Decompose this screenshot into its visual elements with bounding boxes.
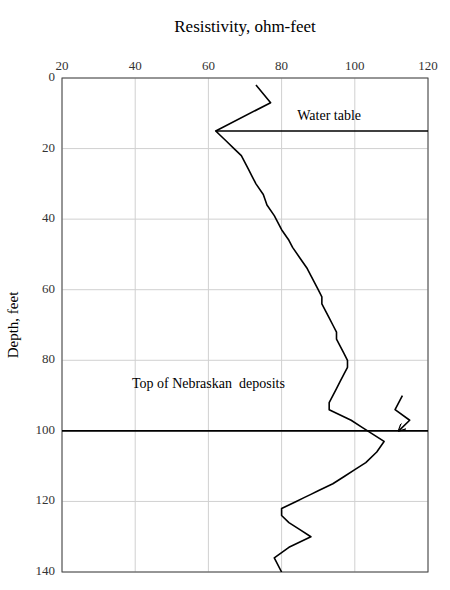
x-tick-label: 100 [345, 58, 365, 73]
grid-line-x [208, 78, 209, 572]
grid-line-y [62, 501, 428, 502]
y-tick-label: 20 [42, 140, 55, 155]
grid-line-y [62, 289, 428, 290]
y-tick-label: 140 [36, 563, 56, 578]
series-group [62, 85, 428, 572]
y-axis-label: Depth, feet [5, 291, 21, 358]
x-tick-label: 60 [202, 58, 215, 73]
y-tick-label: 80 [42, 351, 55, 366]
x-tick-label: 120 [418, 58, 438, 73]
title: Resistivity, ohm-feet [174, 17, 316, 36]
grid-line-y [62, 219, 428, 220]
grid-line-x [281, 78, 282, 572]
series-line [216, 130, 428, 132]
series-line [216, 85, 384, 572]
annotation: Top of Nebraskan deposits [132, 376, 285, 391]
y-tick-label: 60 [42, 281, 55, 296]
x-tick-label: 20 [56, 58, 69, 73]
symbol-line [395, 396, 410, 431]
chart: 20406080100120020406080100120140Water ta… [0, 0, 450, 590]
y-tick-label: 0 [49, 69, 56, 84]
grid-line-x [135, 78, 136, 572]
plot-area [62, 78, 428, 572]
plot-frame [62, 78, 428, 572]
series-line [62, 430, 428, 432]
y-tick-label: 100 [36, 422, 56, 437]
grid-line-y [62, 360, 428, 361]
grid-line-x [354, 78, 355, 572]
y-tick-label: 40 [42, 210, 55, 225]
grid [62, 78, 428, 572]
x-tick-label: 40 [129, 58, 142, 73]
x-tick-label: 80 [275, 58, 288, 73]
grid-line-y [62, 148, 428, 149]
grid-line-y [62, 430, 428, 431]
annotation: Water table [297, 108, 361, 123]
y-tick-label: 120 [36, 492, 56, 507]
